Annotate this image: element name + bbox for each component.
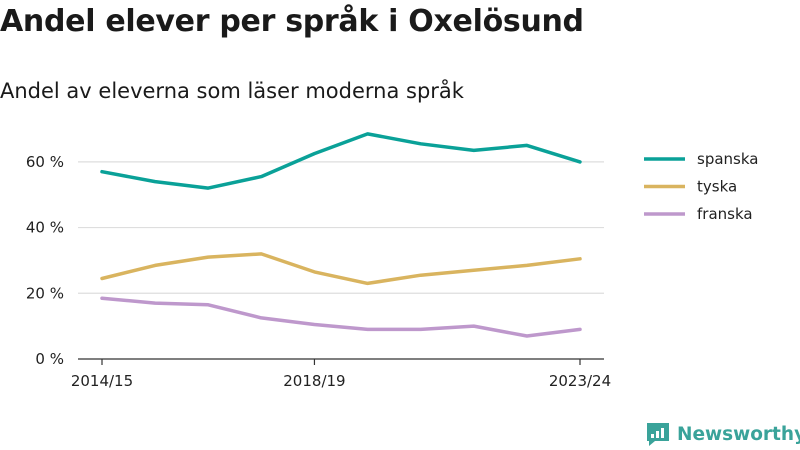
series-line-tyska — [100, 252, 582, 286]
y-tick-label: 20 % — [26, 284, 64, 302]
axes: 0 % 20 % 40 % 60 % 2014/15 2018/19 2023/24 — [26, 153, 611, 390]
y-tick-label: 40 % — [26, 219, 64, 237]
legend-label-spanska: spanska — [697, 150, 758, 168]
chart-title: Andel elever per språk i Oxelösund — [0, 4, 584, 39]
legend-label-tyska: tyska — [697, 178, 737, 196]
x-tick-label: 2023/24 — [549, 372, 611, 390]
y-tick-label: 60 % — [26, 153, 64, 171]
x-tick-label: 2018/19 — [283, 372, 345, 390]
newsworthy-logo-icon — [647, 423, 669, 446]
series-lines — [100, 132, 582, 338]
legend: spanska tyska franska — [644, 150, 758, 223]
series-line-spanska — [100, 132, 582, 190]
brand-logo: Newsworthy — [645, 421, 800, 447]
chart-subtitle: Andel av eleverna som läser moderna språ… — [0, 79, 464, 103]
gridlines — [78, 161, 604, 294]
legend-label-franska: franska — [697, 205, 753, 223]
series-line-franska — [100, 296, 582, 338]
x-tick-label: 2014/15 — [71, 372, 133, 390]
brand-name: Newsworthy — [677, 423, 800, 445]
y-tick-label: 0 % — [35, 350, 64, 368]
